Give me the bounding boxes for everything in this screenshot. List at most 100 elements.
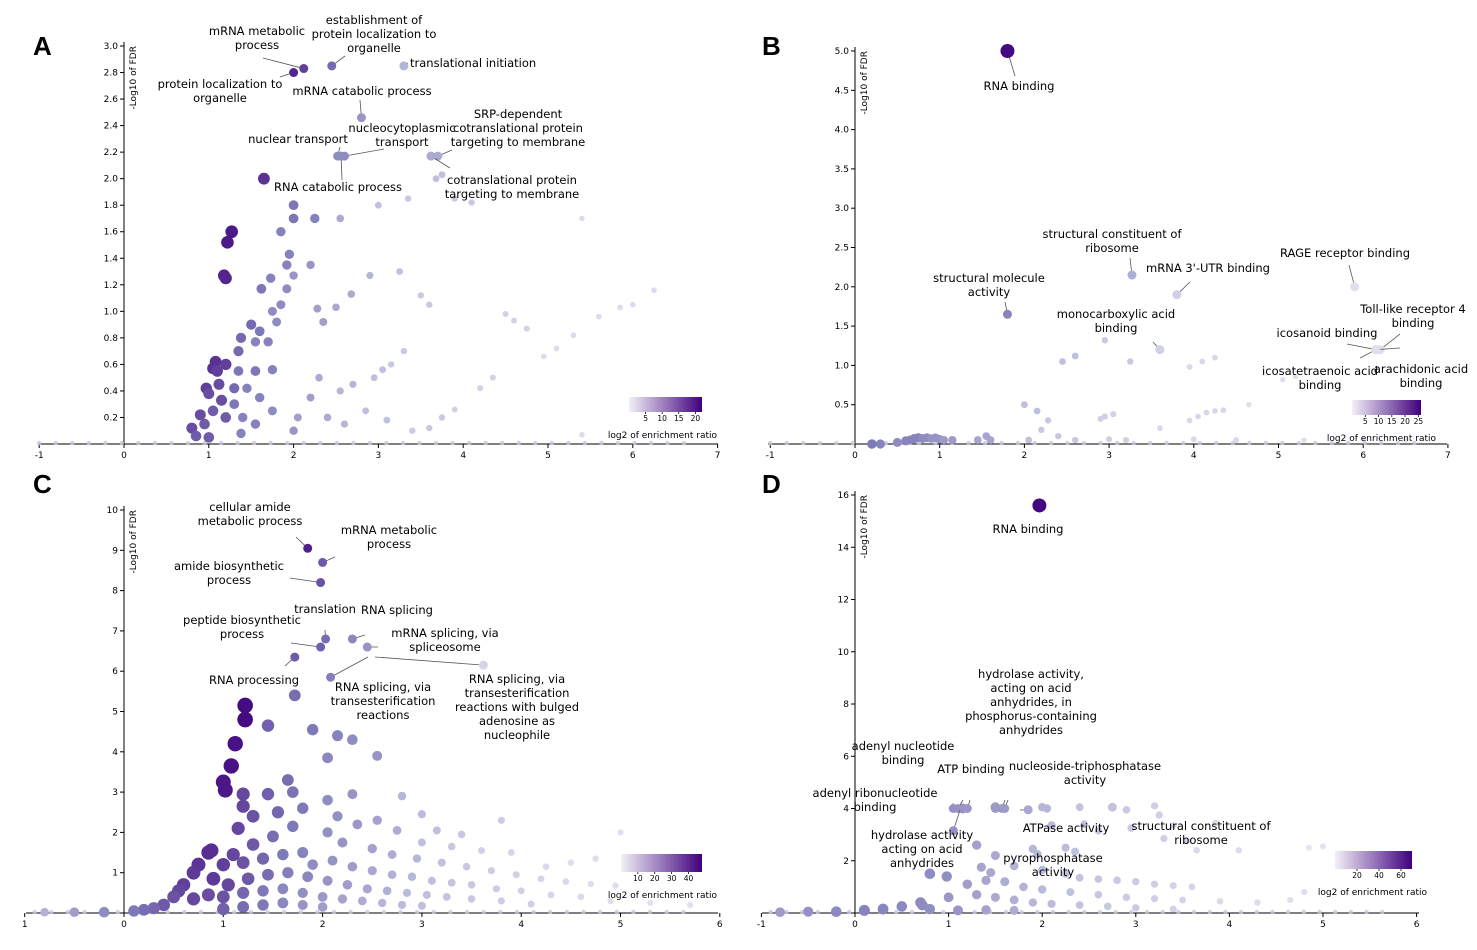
- scatter-point: [400, 347, 408, 355]
- scatter-point: [924, 903, 936, 915]
- y-tick-label: 1.8: [104, 201, 119, 211]
- annotation-label: RNA splicing: [361, 603, 433, 617]
- annotated-point: [316, 578, 326, 588]
- scatter-point: [468, 199, 475, 206]
- baseline-point: [165, 909, 170, 915]
- annotated-point: [1172, 290, 1182, 300]
- annotated-point: [1127, 270, 1137, 280]
- x-tick-label: 1: [937, 451, 943, 461]
- annotated-point: [1032, 498, 1047, 513]
- baseline-point: [1296, 440, 1302, 446]
- scatter-point: [1059, 358, 1066, 365]
- scatter-point: [877, 903, 889, 915]
- annotation-label: protein localization to: [312, 27, 437, 41]
- annotated-point: [321, 634, 331, 644]
- scatter-point: [497, 897, 505, 905]
- baseline-point: [315, 909, 320, 915]
- baseline-point: [1003, 909, 1009, 915]
- scatter-point: [332, 811, 343, 822]
- scatter-point: [1122, 806, 1131, 814]
- scatter-point: [1103, 902, 1112, 911]
- x-tick-label: 5: [618, 920, 624, 930]
- annotated-point: [347, 634, 357, 644]
- baseline-point: [232, 909, 237, 915]
- scatter-point: [69, 907, 80, 917]
- y-tick-label: 1.6: [104, 228, 119, 238]
- baseline-point: [850, 440, 856, 446]
- y-tick-label: 5: [112, 708, 118, 718]
- scatter-point: [246, 809, 260, 823]
- scatter-point: [1038, 885, 1047, 894]
- scatter-point: [990, 851, 1000, 861]
- annotation-label: transesterification: [465, 686, 570, 700]
- scatter-point: [587, 880, 594, 888]
- annotated-point: [326, 672, 336, 682]
- scatter-point: [256, 283, 267, 294]
- x-tick-label: 6: [717, 920, 723, 930]
- scatter-point: [327, 855, 338, 866]
- scatter-point: [237, 711, 253, 728]
- y-tick-label: 8: [843, 700, 849, 710]
- scatter-point: [426, 424, 433, 432]
- baseline-point: [431, 909, 437, 915]
- baseline-point: [531, 909, 536, 915]
- baseline-point: [1129, 909, 1134, 915]
- scatter-point: [1212, 819, 1219, 827]
- scatter-point: [289, 426, 298, 435]
- y-tick-label: 3: [112, 788, 118, 798]
- scatter-point: [1186, 417, 1193, 424]
- annotation-leader-line: [262, 57, 304, 69]
- annotated-point: [1155, 345, 1165, 355]
- annotation-label: transport: [375, 135, 429, 149]
- panel-letter: C: [33, 469, 52, 499]
- baseline-point: [1176, 909, 1181, 915]
- scatter-point: [332, 303, 340, 312]
- scatter-point: [137, 903, 150, 916]
- colorbar: [621, 854, 702, 872]
- scatter-point: [347, 861, 358, 872]
- scatter-point: [1150, 895, 1159, 903]
- scatter-point: [287, 786, 299, 798]
- scatter-point: [1254, 899, 1261, 906]
- baseline-point: [1346, 440, 1351, 446]
- scatter-point: [1212, 408, 1218, 414]
- scatter-point: [939, 435, 949, 445]
- scatter-point: [426, 301, 433, 308]
- scatter-point: [233, 346, 244, 357]
- annotation-label: pyrophosphatase: [1003, 851, 1103, 865]
- baseline-point: [909, 909, 915, 915]
- scatter-point: [276, 300, 286, 310]
- scatter-point: [322, 875, 333, 886]
- annotated-point: [290, 652, 300, 662]
- y-tick-label: 14: [838, 543, 850, 553]
- baseline-point: [1412, 440, 1417, 446]
- scatter-point: [289, 271, 298, 280]
- panel-letter: A: [33, 31, 52, 61]
- scatter-point: [1179, 896, 1186, 904]
- baseline-point: [1263, 440, 1268, 446]
- baseline-point: [784, 440, 790, 446]
- scatter-point: [306, 260, 315, 270]
- scatter-point: [952, 905, 963, 916]
- scatter-point: [962, 879, 973, 890]
- scatter-point: [236, 856, 250, 870]
- baseline-point: [1247, 440, 1252, 446]
- baseline-point: [1065, 440, 1070, 446]
- annotation-label: translation: [294, 602, 356, 616]
- scatter-point: [1280, 376, 1286, 383]
- scatter-point: [242, 383, 252, 393]
- scatter-point: [375, 201, 382, 209]
- annotation-label: icosatetraenoic acid: [1262, 364, 1378, 378]
- scatter-point: [432, 175, 440, 183]
- scatter-point: [231, 821, 245, 835]
- scatter-point: [477, 385, 484, 392]
- baseline-point: [1313, 440, 1318, 446]
- scatter-point: [128, 905, 140, 917]
- scatter-point: [1246, 402, 1252, 408]
- annotation-label: activity: [1064, 773, 1107, 787]
- baseline-point: [1048, 440, 1054, 446]
- baseline-point: [381, 909, 387, 915]
- scatter-point: [1044, 417, 1052, 424]
- scatter-point: [216, 890, 230, 904]
